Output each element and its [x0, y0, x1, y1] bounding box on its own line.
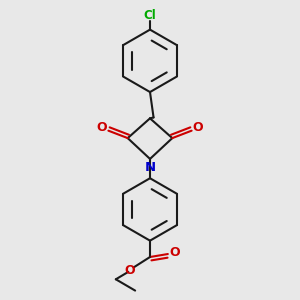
Text: O: O	[169, 246, 180, 259]
Text: N: N	[144, 161, 156, 174]
Text: O: O	[193, 121, 203, 134]
Text: O: O	[97, 121, 107, 134]
Text: Cl: Cl	[144, 9, 156, 22]
Text: O: O	[125, 264, 135, 277]
